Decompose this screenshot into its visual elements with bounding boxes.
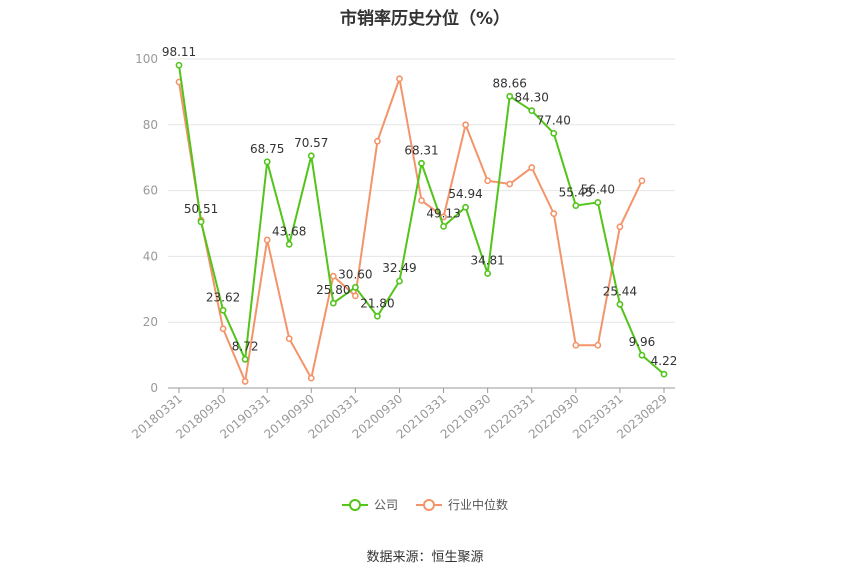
company-point bbox=[285, 240, 293, 248]
data-label: 88.66 bbox=[493, 76, 527, 90]
company-point bbox=[263, 158, 271, 166]
data-label: 49.13 bbox=[426, 206, 460, 220]
y-tick-label: 0 bbox=[150, 381, 158, 395]
y-tick-label: 80 bbox=[143, 118, 158, 132]
y-tick-label: 100 bbox=[135, 52, 158, 66]
company-point bbox=[484, 270, 492, 277]
company-point bbox=[351, 283, 359, 291]
industry-point bbox=[351, 292, 359, 300]
company-point bbox=[616, 300, 624, 308]
data-label: 54.94 bbox=[448, 187, 482, 201]
industry-point bbox=[374, 137, 381, 145]
legend-item-company[interactable]: 公司 bbox=[341, 496, 398, 513]
y-tick-label: 20 bbox=[143, 315, 158, 329]
company-point bbox=[396, 277, 403, 285]
legend-company-label: 公司 bbox=[373, 498, 398, 512]
company-point bbox=[329, 299, 337, 307]
industry-point bbox=[616, 223, 624, 231]
industry-point bbox=[506, 180, 514, 188]
chart-title: 市销率历史分位（%） bbox=[339, 9, 511, 29]
industry-point bbox=[285, 335, 293, 343]
data-label: 25.44 bbox=[603, 284, 637, 298]
company-point bbox=[175, 61, 183, 69]
series-line-industry bbox=[178, 77, 643, 383]
industry-point bbox=[462, 121, 469, 129]
data-label: 21.80 bbox=[360, 296, 394, 310]
company-point bbox=[638, 351, 646, 359]
data-label: 34.81 bbox=[470, 253, 504, 267]
data-label: 84.30 bbox=[515, 91, 549, 105]
data-label: 25.80 bbox=[316, 283, 350, 297]
company-point bbox=[440, 222, 447, 230]
data-label: 32.49 bbox=[382, 261, 416, 275]
data-label: 68.75 bbox=[250, 142, 284, 156]
company-point bbox=[506, 92, 514, 100]
company-point bbox=[374, 312, 381, 320]
company-point bbox=[572, 202, 580, 209]
data-label: 98.11 bbox=[162, 45, 196, 59]
company-point bbox=[418, 159, 425, 167]
company-point bbox=[550, 129, 558, 137]
data-label: 56.40 bbox=[581, 182, 615, 196]
data-source: 数据来源：恒生聚源 bbox=[366, 550, 484, 565]
data-label: 9.96 bbox=[629, 335, 656, 349]
industry-point bbox=[550, 210, 558, 218]
data-label: 77.40 bbox=[537, 113, 571, 127]
company-point bbox=[660, 370, 668, 378]
industry-point bbox=[572, 341, 580, 349]
industry-point bbox=[594, 341, 602, 349]
industry-point bbox=[484, 177, 492, 185]
data-label: 43.68 bbox=[272, 224, 306, 238]
series-line-company bbox=[178, 65, 665, 375]
data-label: 50.51 bbox=[184, 202, 218, 216]
legend: 公司 行业中位数 bbox=[0, 496, 850, 513]
company-point bbox=[528, 107, 536, 115]
industry-point bbox=[528, 164, 536, 171]
data-label: 30.60 bbox=[338, 267, 372, 281]
industry-point bbox=[307, 374, 315, 382]
data-label: 4.22 bbox=[651, 354, 678, 368]
y-tick-label: 40 bbox=[143, 249, 158, 263]
industry-point bbox=[263, 236, 271, 244]
company-point bbox=[241, 355, 249, 363]
y-tick-label: 60 bbox=[143, 184, 158, 198]
company-point bbox=[462, 203, 469, 211]
industry-point bbox=[396, 75, 403, 83]
company-point bbox=[307, 152, 315, 160]
industry-point bbox=[638, 177, 646, 185]
data-label: 68.31 bbox=[404, 143, 438, 157]
data-label: 55.45 bbox=[559, 186, 593, 200]
company-point bbox=[594, 199, 602, 206]
chart-svg: 0204060801002018033120180930201903312019… bbox=[129, 45, 678, 441]
legend-industry-label: 行业中位数 bbox=[448, 498, 509, 512]
legend-company-marker bbox=[341, 498, 368, 512]
company-point bbox=[219, 306, 227, 314]
legend-industry-marker bbox=[416, 498, 442, 512]
data-label: 8.72 bbox=[232, 339, 259, 353]
legend-item-industry[interactable]: 行业中位数 bbox=[416, 496, 508, 513]
industry-point bbox=[329, 272, 337, 280]
data-label: 70.57 bbox=[294, 136, 328, 150]
industry-point bbox=[241, 378, 249, 385]
industry-point bbox=[418, 197, 425, 204]
industry-point bbox=[219, 325, 227, 333]
data-label: 23.62 bbox=[206, 290, 240, 304]
company-point bbox=[197, 218, 205, 226]
